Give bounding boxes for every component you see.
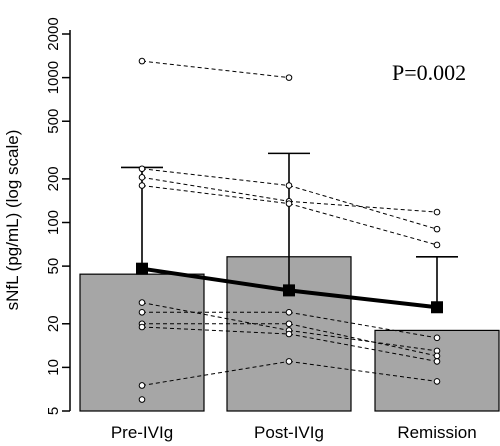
subject-line-8-1	[288, 360, 438, 382]
subject-point-4-0	[138, 299, 146, 306]
subject-point-1-2	[433, 225, 441, 233]
y-tick-label-50: 50	[45, 258, 62, 275]
subject-line-4-0	[141, 302, 290, 331]
subject-point-5-2	[433, 334, 441, 342]
subject-point-1-0	[138, 165, 146, 173]
x-label-pre-ivig: Pre-IVIg	[111, 423, 173, 442]
subject-line-1-1	[288, 185, 438, 230]
subject-point-3-0	[138, 182, 146, 189]
y-tick-label-100: 100	[45, 210, 62, 235]
subject-point-3-1	[285, 200, 293, 207]
y-tick-label-20: 20	[45, 315, 62, 332]
subject-point-9-0	[138, 396, 146, 403]
subject-line-1-0	[141, 168, 290, 187]
subject-point-2-0	[138, 174, 146, 181]
y-axis-label: sNfL (pg/mL) (log scale)	[3, 130, 22, 311]
subject-line-4-1	[288, 329, 438, 352]
subjects-layer	[138, 57, 441, 403]
subject-line-3-0	[141, 185, 290, 205]
x-label-remission: Remission	[397, 423, 476, 442]
subject-point-2-2	[433, 208, 441, 216]
subject-point-1-1	[285, 182, 293, 189]
subject-line-7-0	[141, 326, 290, 335]
bar-remission	[374, 329, 500, 412]
mean-point-0	[136, 262, 148, 275]
bar-pre-ivig	[79, 273, 205, 412]
subject-point-3-2	[433, 241, 441, 249]
y-tick-label-2000: 2000	[45, 17, 62, 50]
mean-point-1	[283, 284, 295, 297]
y-tick-label-200: 200	[45, 166, 62, 191]
subject-line-2-1	[288, 200, 438, 213]
subject-line-0-0	[141, 60, 290, 79]
y-tick-label-1000: 1000	[45, 61, 62, 94]
subject-point-0-0	[138, 57, 146, 65]
y-tick-label-10: 10	[45, 359, 62, 376]
mean-layer	[136, 262, 443, 314]
subject-point-7-0	[138, 323, 146, 331]
y-tick-label-5: 5	[45, 407, 62, 415]
subject-line-8-0	[141, 360, 290, 386]
y-ticks-layer: 5 10 20 50 100 200 500 1000 2000	[45, 17, 70, 415]
p-value-annotation: P=0.002	[392, 60, 466, 85]
subject-line-3-1	[288, 203, 438, 246]
subject-point-6-2	[433, 352, 441, 360]
y-tick-label-500: 500	[45, 109, 62, 134]
subject-line-6-1	[288, 323, 438, 357]
subject-line-2-0	[141, 176, 290, 202]
subject-point-8-0	[138, 382, 146, 389]
subject-point-5-1	[285, 308, 293, 316]
subject-point-5-0	[138, 308, 146, 316]
subject-point-7-1	[285, 330, 293, 338]
x-label-post-ivig: Post-IVIg	[254, 423, 324, 442]
mean-point-2	[431, 301, 443, 314]
x-labels-layer: Pre-IVIg Post-IVIg Remission	[111, 423, 477, 442]
subject-point-7-2	[433, 358, 441, 365]
subject-point-8-2	[433, 378, 441, 385]
subject-point-8-1	[285, 358, 293, 365]
subject-point-6-1	[285, 320, 293, 328]
subject-point-0-1	[285, 74, 293, 81]
